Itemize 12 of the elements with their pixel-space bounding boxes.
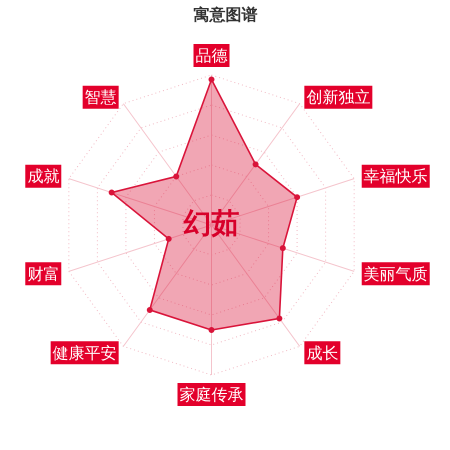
chart-title: 寓意图谱 [194, 5, 258, 24]
spoke-label: 创新独立 [306, 88, 370, 107]
spoke-label: 美丽气质 [364, 264, 428, 284]
spoke-label: 成就 [27, 166, 60, 186]
spoke-label: 智慧 [84, 88, 117, 107]
spoke-label: 家庭传承 [180, 384, 244, 404]
spoke-label: 财富 [27, 264, 60, 284]
spoke-label: 健康平安 [52, 343, 117, 362]
spoke-label: 幸福快乐 [364, 166, 428, 186]
spoke-label: 成长 [306, 343, 338, 362]
spoke-label: 品德 [196, 46, 228, 66]
text: 幻茹 [184, 206, 240, 240]
